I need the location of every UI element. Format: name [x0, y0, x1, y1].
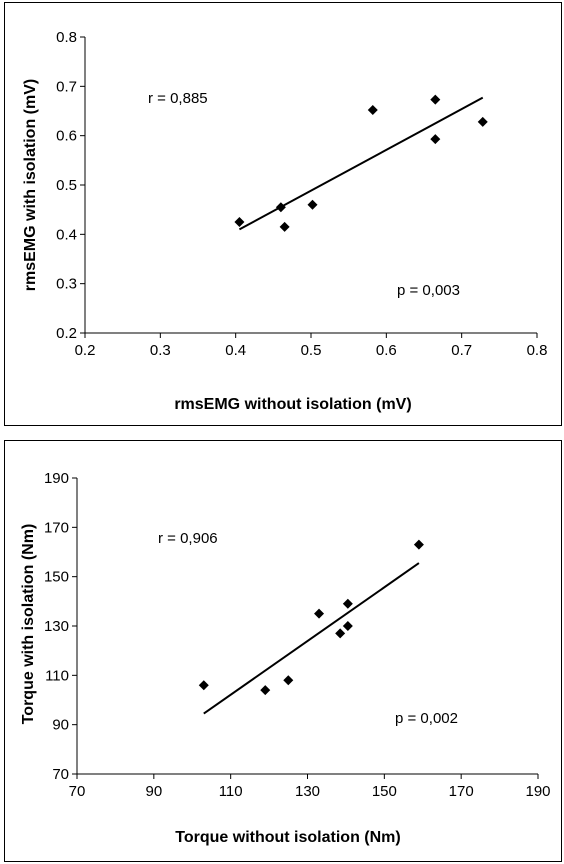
data-point [234, 217, 245, 227]
x-tick-label: 130 [295, 783, 320, 800]
data-point [260, 685, 271, 696]
y-tick-label: 170 [44, 519, 69, 536]
trendline [238, 96, 484, 231]
data-point [430, 134, 441, 145]
data-point [335, 628, 346, 639]
data-point [314, 608, 325, 619]
x-tick-label: 0.4 [225, 342, 246, 359]
data-point [198, 680, 209, 691]
data-point [279, 221, 290, 232]
x-tick-label: 90 [145, 783, 162, 800]
x-tick-label: 0.6 [376, 342, 397, 359]
rmsemg-scatter-chart: 0.2 0.3 0.4 0.5 0.6 0.7 0.8 0.2 0.3 0.4 0.5 0.6 0.7 0… [22, 29, 548, 413]
y-tick-label: 0.3 [56, 276, 77, 293]
torque-scatter-chart: 70 90 110 130 150 170 190 70 90 110 130 150 170 190 T… [20, 470, 551, 846]
y-tick-label: 0.4 [56, 226, 77, 243]
y-tick-label: 150 [44, 569, 69, 586]
y-tick-label: 0.5 [56, 177, 77, 194]
p-annotation: p = 0,003 [397, 282, 460, 299]
y-tick-label: 0.6 [56, 128, 77, 145]
data-point [307, 199, 318, 210]
y-tick-label: 70 [52, 766, 69, 783]
x-axis-title: Torque without isolation (Nm) [175, 829, 400, 846]
x-tick-label: 170 [449, 783, 474, 800]
data-point [477, 116, 488, 127]
y-tick-label: 0.8 [56, 29, 77, 46]
x-tick-label: 0.8 [527, 342, 548, 359]
data-point [367, 105, 378, 116]
data-point [275, 202, 286, 213]
x-tick-label: 110 [219, 783, 243, 800]
data-point [283, 675, 294, 686]
x-tick-label: 0.7 [451, 342, 472, 359]
x-axis-title: rmsEMG without isolation (mV) [174, 396, 411, 413]
data-point [430, 94, 441, 105]
chart-panel-rmsemg: 0.2 0.3 0.4 0.5 0.6 0.7 0.8 0.2 0.3 0.4 0.5 0.6 0.7 0… [4, 2, 562, 426]
y-tick-label: 130 [44, 618, 69, 635]
y-tick-label: 190 [44, 470, 69, 487]
x-tick-label: 150 [372, 783, 397, 800]
y-axis-title: Torque with isolation (Nm) [20, 524, 37, 725]
x-tick-label: 190 [525, 783, 550, 800]
r-annotation: r = 0,906 [158, 530, 218, 547]
x-tick-label: 0.5 [301, 342, 322, 359]
y-axis-title: rmsEMG with isolation (mV) [22, 79, 39, 291]
x-tick-label: 0.2 [75, 342, 96, 359]
trendline [203, 562, 420, 715]
y-tick-label: 0.7 [56, 78, 77, 95]
y-tick-label: 90 [52, 717, 69, 734]
data-point [342, 621, 353, 631]
r-annotation: r = 0,885 [148, 90, 208, 107]
y-tick-label: 0.2 [56, 325, 77, 342]
chart-panel-torque: 70 90 110 130 150 170 190 70 90 110 130 150 170 190 T… [4, 440, 562, 862]
data-point [342, 598, 353, 609]
x-tick-label: 0.3 [150, 342, 171, 359]
data-point [413, 539, 424, 550]
y-tick-label: 110 [45, 667, 69, 684]
x-tick-label: 70 [69, 783, 86, 800]
p-annotation: p = 0,002 [395, 710, 458, 727]
